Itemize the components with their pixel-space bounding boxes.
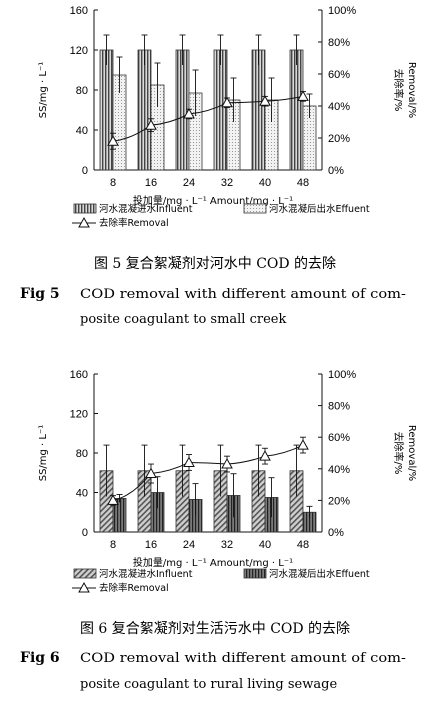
y-tick-label: 160 xyxy=(70,369,88,381)
y2-tick-label: 20% xyxy=(328,495,350,507)
removal-point xyxy=(145,119,157,130)
y2-tick-label: 0% xyxy=(328,527,344,539)
bar-vertical-lines xyxy=(251,49,266,171)
caption-en-label: Fig 5 xyxy=(20,286,60,302)
chart-fig6: 0 40 80 120 160 0% 20% 40% 60% 80% 100% 8 16 24 32 40 48… xyxy=(20,369,417,692)
legend-swatch-effluent xyxy=(243,568,267,579)
removal-point xyxy=(221,458,233,469)
chart-fig5: 0 40 80 120 160 0% 20% 40% 60% 80% 100% 8 16 24 32 40 48… xyxy=(20,5,417,327)
x-tick-label: 16 xyxy=(145,177,157,189)
caption-cn: 图 5 复合絮凝剂对河水中 COD 的去除 xyxy=(94,255,336,272)
bar-vertical-lines xyxy=(99,49,114,171)
x-tick-label: 8 xyxy=(110,177,116,189)
caption-cn: 图 6 复合絮凝剂对生活污水中 COD 的去除 xyxy=(80,620,350,637)
y2-axis-label-en: Removal/% xyxy=(406,425,417,481)
y-tick-label: 80 xyxy=(76,85,88,97)
x-tick-label: 32 xyxy=(221,177,233,189)
y2-tick-label: 60% xyxy=(328,432,350,444)
removal-point xyxy=(183,456,195,467)
bar-vertical-lines xyxy=(213,49,228,171)
legend-swatch-influent xyxy=(73,568,97,579)
x-tick-label: 32 xyxy=(221,539,233,551)
legend-label-effluent: 河水混凝后出水Effuent xyxy=(269,203,370,215)
x-tick-label: 40 xyxy=(259,539,271,551)
legend-swatch-effluent xyxy=(243,203,267,214)
y-tick-label: 40 xyxy=(76,125,88,137)
bar-vertical-lines xyxy=(137,49,152,171)
y2-tick-label: 40% xyxy=(328,101,350,113)
bar-vertical-lines xyxy=(175,49,190,171)
legend-label-removal: 去除率Removal xyxy=(99,217,169,229)
caption-en-label: Fig 6 xyxy=(20,650,60,666)
caption-en-line2: posite coagulant to rural living sewage xyxy=(80,677,337,692)
y-axis-label: SS/mg · L⁻¹ xyxy=(38,62,49,119)
y-tick-label: 0 xyxy=(82,165,88,177)
y2-axis-label-cn: 去除率/% xyxy=(392,69,405,112)
removal-point xyxy=(145,467,157,479)
x-tick-label: 8 xyxy=(110,539,116,551)
caption-en-line1: COD removal with different amount of com… xyxy=(80,287,406,302)
y2-axis-label-en: Removal/% xyxy=(406,62,417,118)
removal-point xyxy=(297,90,309,101)
x-tick-label: 40 xyxy=(259,177,271,189)
removal-point xyxy=(259,95,271,106)
legend-swatch-influent xyxy=(73,203,97,214)
legend-label-removal: 去除率Removal xyxy=(99,582,169,594)
removal-point xyxy=(107,494,119,505)
removal-point xyxy=(183,107,195,119)
y2-axis-label-cn: 去除率/% xyxy=(392,432,405,475)
removal-point xyxy=(107,135,119,146)
y-tick-label: 80 xyxy=(76,448,88,460)
y-tick-label: 120 xyxy=(70,409,88,421)
caption-en-line1: COD removal with different amount of com… xyxy=(80,651,406,666)
y2-tick-label: 0% xyxy=(328,165,344,177)
legend-swatch-removal-marker xyxy=(78,581,90,593)
y-tick-label: 160 xyxy=(70,5,88,17)
legend-swatch-removal-marker xyxy=(78,216,90,228)
x-tick-label: 24 xyxy=(183,177,195,189)
legend-label-effluent: 河水混凝后出水Effuent xyxy=(269,568,370,580)
legend-label-influent: 河水混凝进水Influent xyxy=(99,568,193,580)
y-axis-label: SS/mg · L⁻¹ xyxy=(38,425,49,482)
x-tick-label: 48 xyxy=(297,539,309,551)
y2-tick-label: 100% xyxy=(328,369,356,381)
y2-tick-label: 100% xyxy=(328,5,356,17)
x-tick-label: 48 xyxy=(297,177,309,189)
y-tick-label: 40 xyxy=(76,488,88,500)
y-tick-label: 120 xyxy=(70,45,88,57)
legend-label-influent: 河水混凝进水Influent xyxy=(99,203,193,215)
removal-point xyxy=(297,439,309,450)
y2-tick-label: 80% xyxy=(328,401,350,413)
removal-point xyxy=(259,450,271,461)
caption-en-line2: posite coagulant to small creek xyxy=(80,312,286,327)
y2-tick-label: 40% xyxy=(328,464,350,476)
removal-point xyxy=(221,96,233,108)
x-tick-label: 16 xyxy=(145,539,157,551)
y2-tick-label: 20% xyxy=(328,133,350,145)
y-tick-label: 0 xyxy=(82,527,88,539)
bar-vertical-lines xyxy=(289,49,304,171)
y2-tick-label: 60% xyxy=(328,69,350,81)
y2-tick-label: 80% xyxy=(328,37,350,49)
x-axis-label: 投加量/mg · L⁻¹ Amount/mg · L⁻¹ xyxy=(133,556,293,569)
x-tick-label: 24 xyxy=(183,539,195,551)
